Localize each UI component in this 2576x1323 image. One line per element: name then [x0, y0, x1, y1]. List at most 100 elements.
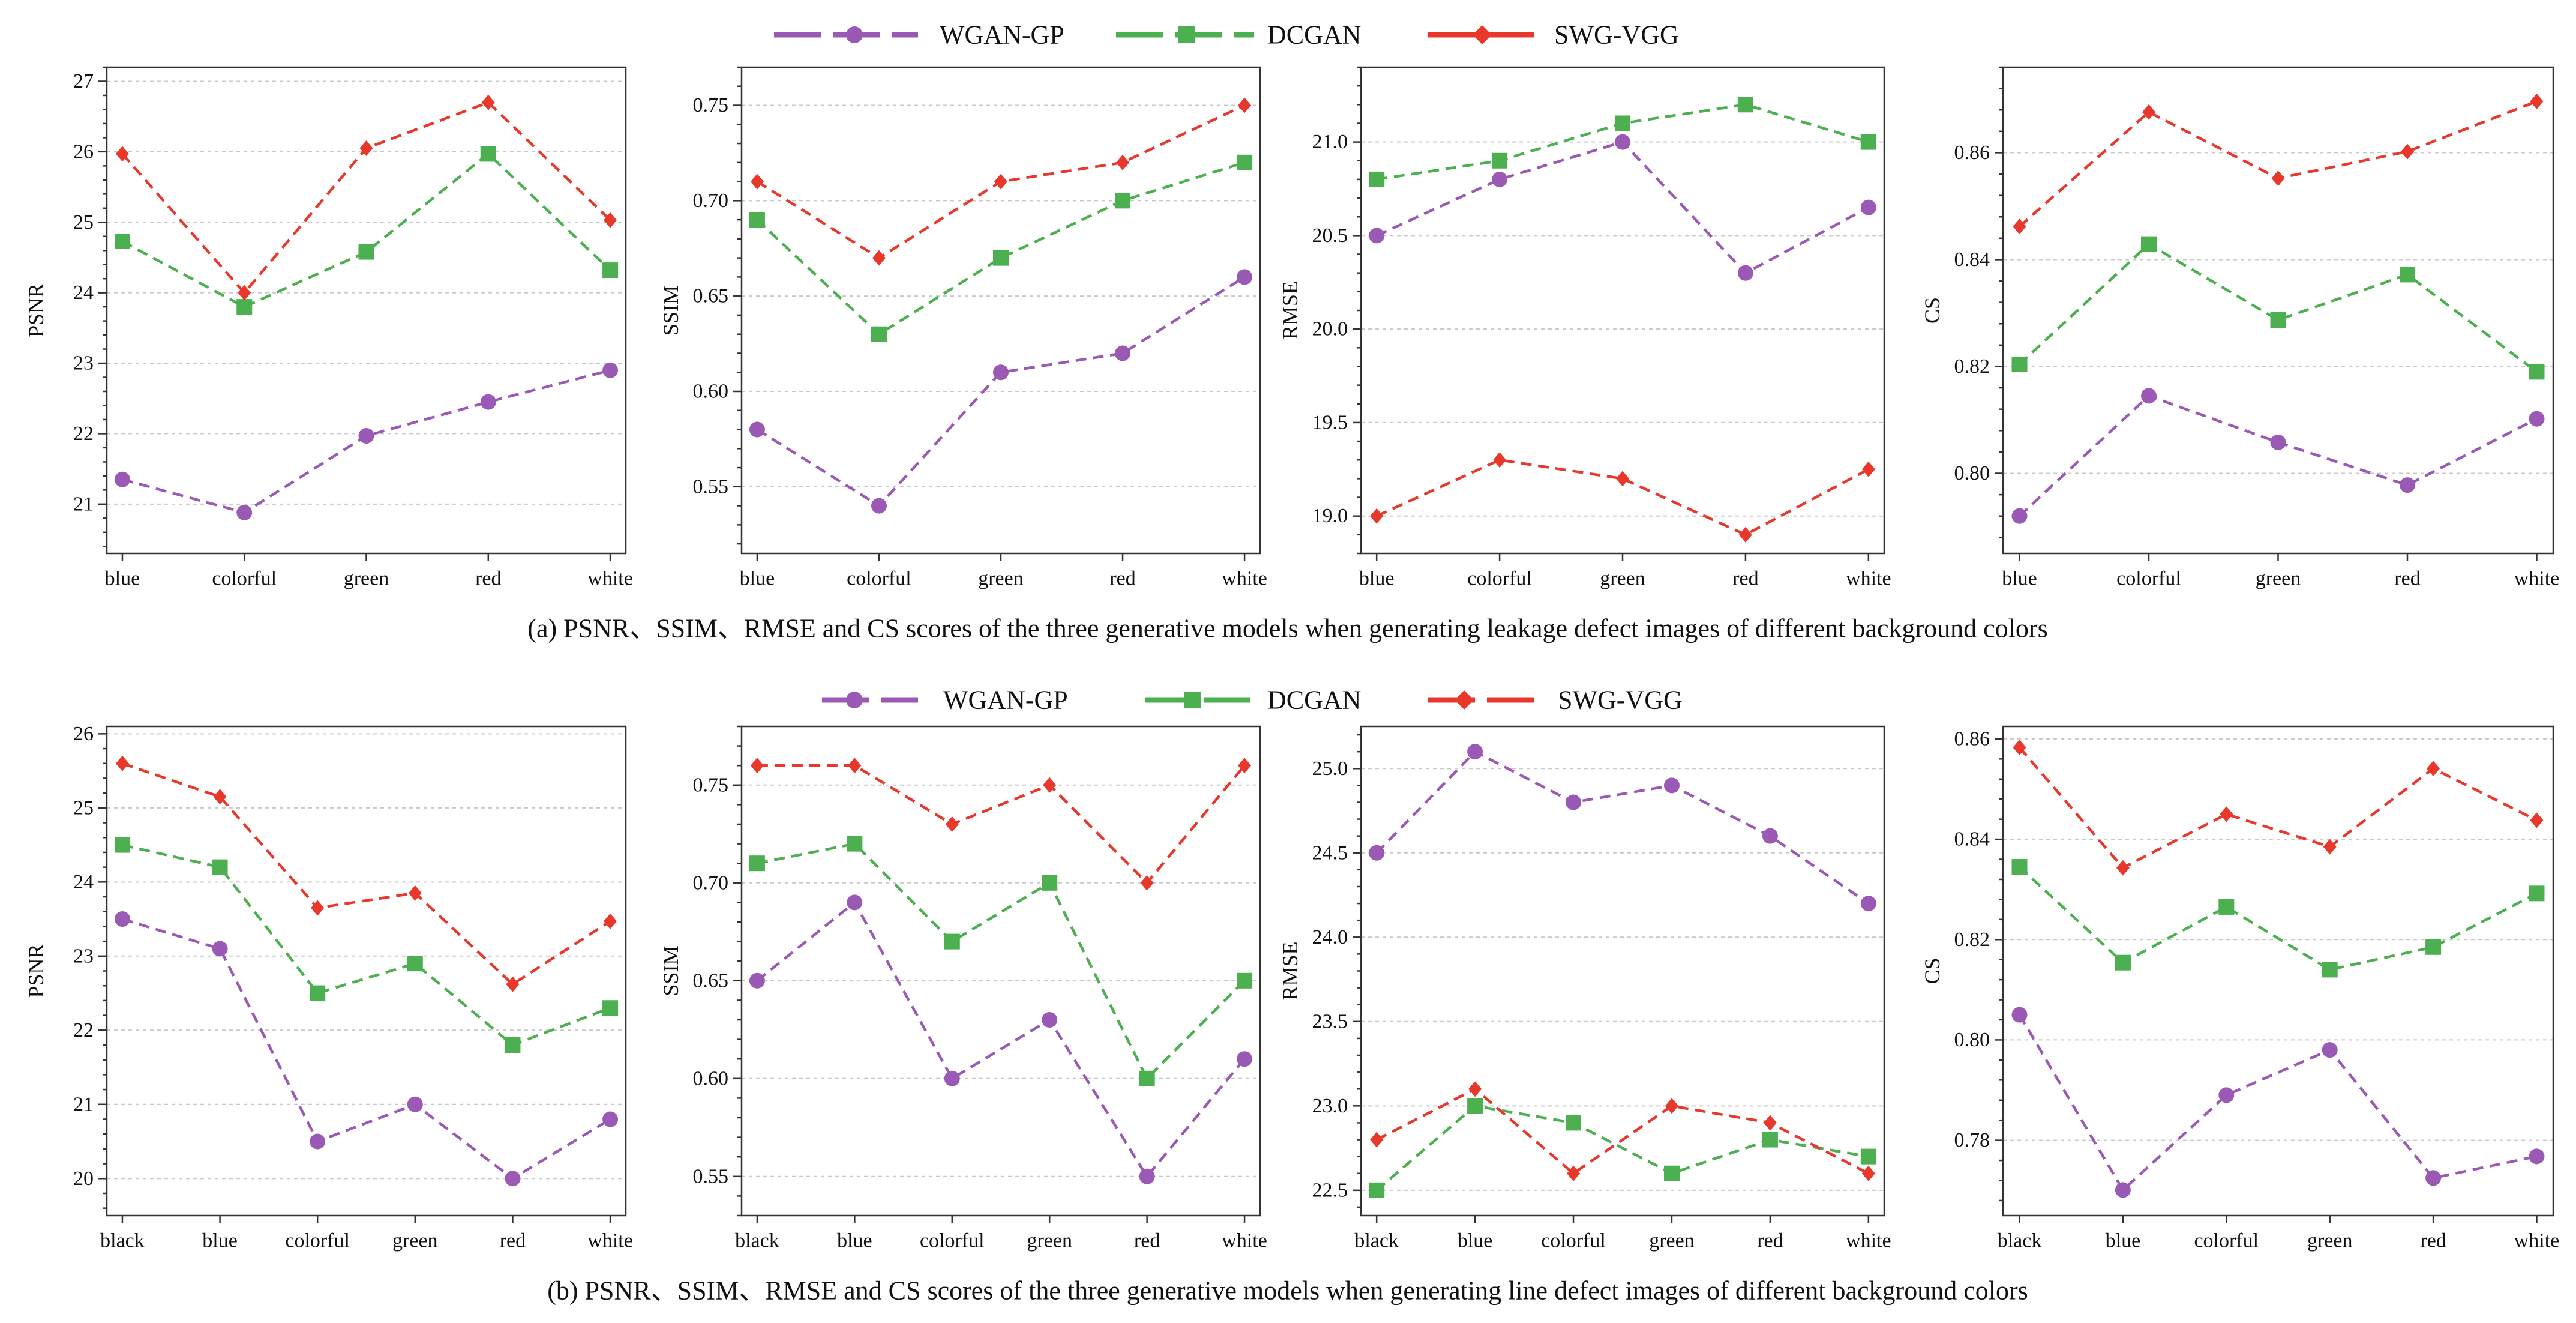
x-tick-label-green: green: [2256, 568, 2301, 590]
point-wgan-gp-black: [114, 911, 130, 927]
point-wgan-gp-green: [407, 1096, 423, 1112]
point-wgan-gp-blue: [2115, 1182, 2131, 1198]
point-dcgan-blue: [1369, 171, 1385, 187]
y-tick-label: 24.0: [1312, 926, 1348, 948]
y-tick-label: 20.5: [1312, 225, 1348, 247]
y-tick-label: 0.82: [1954, 929, 1990, 951]
y-tick-label: 24.5: [1312, 842, 1348, 864]
series-swg-vgg: [750, 97, 1252, 266]
series-wgan-gp: [114, 362, 619, 520]
x-tick-label-colorful: colorful: [920, 1230, 985, 1252]
point-swg-vgg-white: [1238, 758, 1252, 774]
axis-frame: [106, 725, 627, 1217]
point-wgan-gp-white: [602, 1111, 619, 1127]
point-wgan-gp-white: [2529, 411, 2545, 427]
series-line-swg-vgg: [122, 762, 611, 986]
y-tick-label: 0.65: [693, 969, 729, 992]
x-tick-label-red: red: [1134, 1230, 1160, 1252]
point-swg-vgg-white: [2530, 93, 2544, 109]
point-wgan-gp-colorful: [310, 1133, 326, 1150]
y-tick-label: 0.60: [693, 1067, 729, 1089]
point-wgan-gp-colorful: [871, 498, 887, 514]
point-swg-vgg-blue: [2116, 860, 2130, 876]
x-tick-label-white: white: [2514, 1230, 2560, 1252]
point-dcgan-colorful: [1492, 152, 1508, 169]
point-swg-vgg-green: [408, 885, 422, 901]
series-line-dcgan: [757, 842, 1246, 1081]
point-swg-vgg-green: [994, 173, 1007, 190]
point-dcgan-red: [2425, 939, 2442, 955]
series-swg-vgg: [2013, 740, 2544, 876]
series-swg-vgg: [1370, 452, 1875, 543]
point-wgan-gp-red: [1762, 828, 1778, 844]
series-wgan-gp: [749, 269, 1253, 514]
point-swg-vgg-colorful: [872, 250, 886, 266]
point-wgan-gp-green: [358, 427, 374, 444]
x-tick-label-white: white: [587, 1230, 633, 1252]
point-wgan-gp-colorful: [1492, 171, 1508, 187]
legend-dcgan-label: DCGAN: [1267, 20, 1361, 50]
x-tick-label-white: white: [2514, 568, 2560, 590]
point-dcgan-blue: [749, 212, 765, 228]
series-line-wgan-gp: [2018, 1014, 2537, 1192]
series-swg-vgg: [115, 94, 617, 301]
y-tick-label: 20.0: [1312, 318, 1348, 340]
series-line-dcgan: [2018, 866, 2538, 971]
point-dcgan-blue: [847, 836, 863, 852]
chart-b-rmse: 22.5 23.0 23.5 24.0 24.5 25.0 black blue colorfu…: [1278, 725, 1891, 1252]
x-tick-label-green: green: [1600, 568, 1645, 590]
point-dcgan-red: [1737, 97, 1753, 113]
x-tick-label-black: black: [100, 1230, 145, 1252]
point-wgan-gp-green: [2270, 434, 2286, 450]
point-dcgan-black: [1369, 1182, 1385, 1198]
point-swg-vgg-green: [2323, 839, 2337, 855]
point-dcgan-blue: [114, 233, 130, 249]
point-dcgan-blue: [1467, 1098, 1483, 1114]
x-tick-label-colorful: colorful: [847, 568, 911, 590]
point-dcgan-blue: [2011, 356, 2028, 372]
y-tick-label: 25.0: [1312, 758, 1348, 780]
point-swg-vgg-colorful: [945, 816, 959, 832]
point-dcgan-blue: [212, 859, 228, 875]
point-swg-vgg-blue: [1468, 1081, 1482, 1097]
axis-frame: [2002, 66, 2554, 555]
chart-b-psnr: 20 21 22 23 24 25 26 black blue colorful green red w…: [24, 723, 633, 1252]
x-tick-label-white: white: [1846, 568, 1891, 590]
x-tick-label-blue: blue: [105, 568, 140, 590]
point-dcgan-white: [602, 262, 619, 279]
series-wgan-gp: [749, 894, 1253, 1184]
y-tick-label: 22.5: [1312, 1179, 1348, 1201]
chart-a-psnr: 21 22 23 24 25 26 27 blue colorful green red white P…: [24, 66, 633, 590]
legend-swg-vgg-marker: [1473, 25, 1492, 44]
x-tick-label-colorful: colorful: [1541, 1230, 1606, 1252]
point-wgan-gp-blue: [2011, 508, 2028, 524]
point-dcgan-white: [1860, 1148, 1876, 1165]
point-wgan-gp-red: [2425, 1170, 2442, 1186]
series-line-dcgan: [1375, 1104, 1869, 1192]
y-tick-label: 0.84: [1954, 249, 1990, 271]
point-swg-vgg-red: [506, 976, 520, 992]
point-wgan-gp-colorful: [2218, 1087, 2235, 1103]
point-dcgan-white: [1237, 972, 1253, 989]
charts-grid: 21 22 23 24 25 26 27 blue colorful green red white P…: [24, 66, 2560, 1252]
series-dcgan: [114, 146, 619, 315]
series-line-dcgan: [756, 161, 1245, 336]
chart-b-ssim: 0.55 0.60 0.65 0.70 0.75 black blue colorful gre…: [659, 725, 1267, 1252]
series-line-wgan-gp: [756, 276, 1246, 508]
series-line-swg-vgg: [2018, 746, 2538, 870]
point-dcgan-colorful: [236, 299, 253, 315]
y-tick-label: 21: [73, 493, 94, 515]
x-tick-label-white: white: [1222, 1230, 1267, 1252]
x-tick-label-green: green: [978, 568, 1024, 590]
point-swg-vgg-red: [1116, 154, 1130, 170]
y-tick-label: 0.75: [693, 94, 729, 116]
series-wgan-gp: [1369, 744, 1876, 912]
axis-frame: [2002, 725, 2554, 1217]
point-wgan-gp-white: [602, 362, 619, 378]
y-tick-label: 26: [73, 140, 94, 163]
point-dcgan-green: [1663, 1165, 1680, 1181]
point-dcgan-red: [1115, 193, 1131, 209]
x-tick-label-red: red: [1757, 1230, 1783, 1252]
x-tick-label-colorful: colorful: [2194, 1230, 2259, 1252]
point-swg-vgg-blue: [750, 173, 764, 190]
